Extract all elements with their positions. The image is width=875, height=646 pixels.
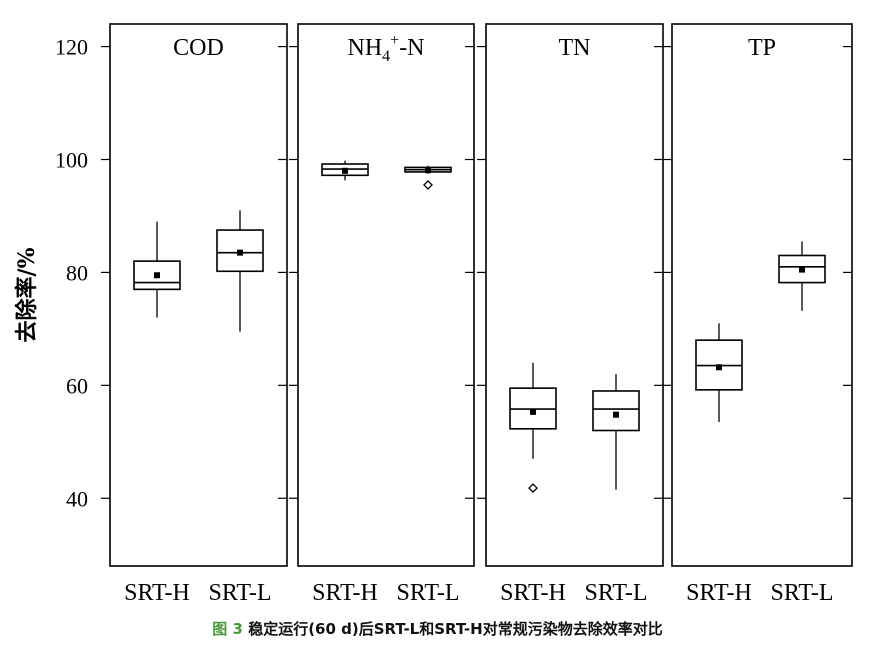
mean-marker: [716, 364, 722, 371]
box-srt-l: [778, 241, 826, 311]
y-tick-label-60: 60: [66, 373, 88, 398]
box-iqr: [592, 390, 640, 432]
panel-frame: [671, 23, 853, 567]
box-srt-h: [321, 160, 369, 181]
x-category-label: SRT-H: [500, 580, 566, 606]
y-tick-label-100: 100: [55, 148, 88, 173]
box-srt-h: [509, 362, 557, 494]
x-category-label: SRT-L: [208, 580, 271, 606]
box-srt-l: [216, 210, 264, 332]
x-category-label: SRT-L: [584, 580, 647, 606]
mean-marker: [342, 167, 348, 174]
caption-text: 稳定运行(60 d)后SRT-L和SRT-H对常规污染物去除效率对比: [248, 620, 663, 638]
panel-1: NH4+-N SRT-H SRT-L: [289, 23, 475, 606]
box-srt-l: [404, 165, 452, 190]
x-category-label: SRT-H: [686, 580, 752, 606]
panel-title: NH4+-N: [347, 32, 424, 65]
mean-marker: [530, 408, 536, 415]
figure-caption: 图 3 稳定运行(60 d)后SRT-L和SRT-H对常规污染物去除效率对比: [0, 618, 875, 639]
outlier-marker: [528, 483, 538, 494]
mean-marker: [237, 249, 243, 256]
box-srt-h: [133, 221, 181, 318]
x-category-label: SRT-L: [770, 580, 833, 606]
panel-2: TN SRT-H SRT-L: [477, 23, 664, 606]
mean-marker: [613, 411, 619, 418]
x-category-label: SRT-H: [124, 580, 190, 606]
box-srt-h: [695, 323, 743, 423]
panel-frame: [297, 23, 475, 567]
x-category-label: SRT-H: [312, 580, 378, 606]
panel-title: TN: [559, 35, 591, 61]
y-tick-label-40: 40: [66, 486, 88, 511]
outlier-marker: [423, 179, 433, 190]
y-tick-label-120: 120: [55, 35, 88, 60]
figure-label: 图 3: [212, 620, 243, 638]
y-tick-label-80: 80: [66, 260, 88, 285]
panel-title: TP: [748, 35, 776, 61]
mean-marker: [425, 167, 431, 174]
panel-frame: [485, 23, 664, 567]
panel-frame: [109, 23, 288, 567]
x-category-label: SRT-L: [396, 580, 459, 606]
panel-0: COD SRT-H SRT-L: [101, 23, 288, 606]
boxplot-chart: 去除率/% 40 60 80 100 120 COD SRT-H SRT-L NH4+-N SRT-…: [14, 23, 853, 606]
panel-3: TP SRT-H SRT-L: [663, 23, 853, 606]
mean-marker: [799, 266, 805, 273]
mean-marker: [154, 272, 160, 279]
box-srt-l: [592, 374, 640, 490]
panel-title: COD: [173, 35, 224, 61]
y-axis-label: 去除率/%: [14, 247, 40, 342]
